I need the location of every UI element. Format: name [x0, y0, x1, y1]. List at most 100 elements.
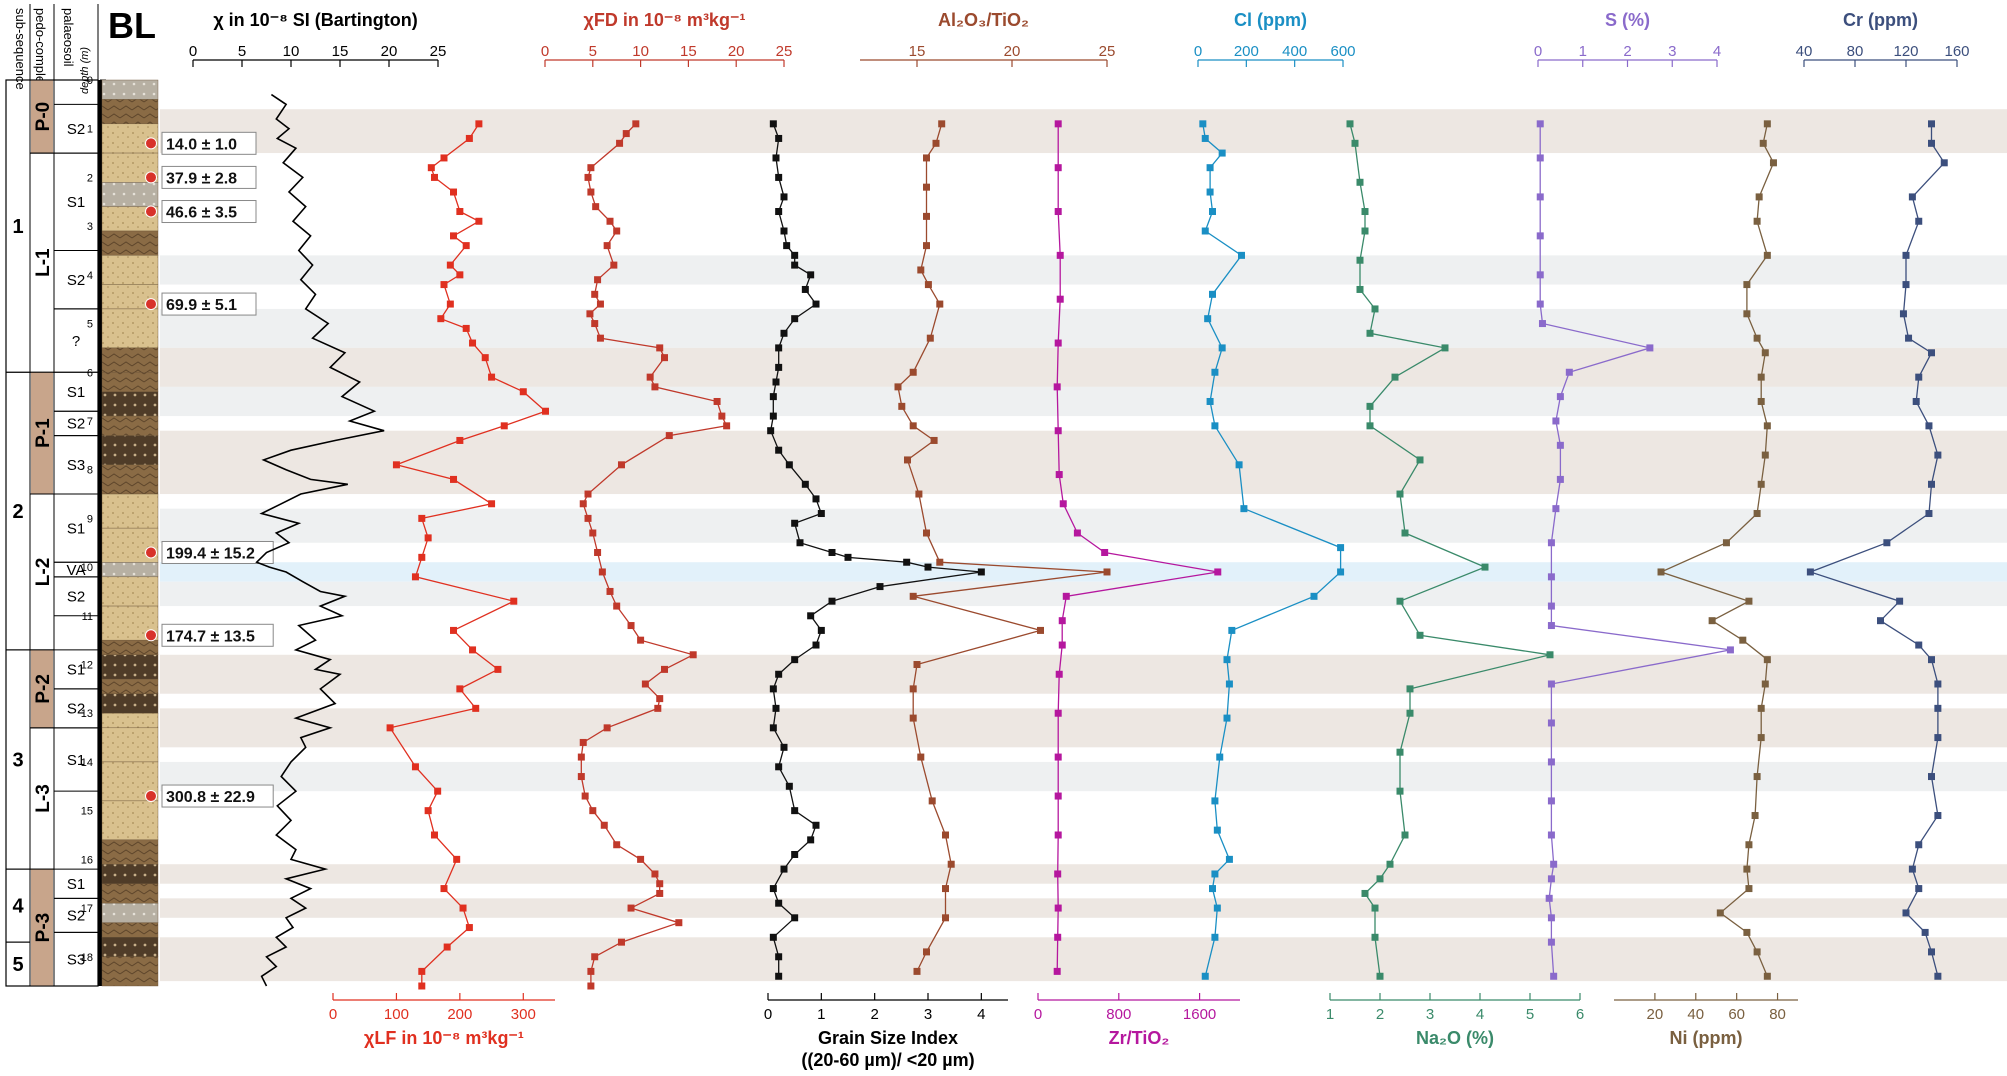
axis-tick-label-grain_size_index: 4 — [977, 1006, 985, 1023]
band-palaeosoil — [160, 898, 2007, 918]
data-point-s_pct — [1552, 417, 1560, 425]
data-point-s_pct — [1547, 875, 1555, 883]
data-point-chi_fd — [637, 855, 645, 863]
axis-tick-label-cr_ppm: 80 — [1847, 43, 1864, 60]
palaeosoil-label: S1 — [67, 520, 85, 537]
data-point-cl_ppm — [1235, 461, 1243, 469]
data-point-ni_ppm — [1743, 928, 1751, 936]
data-point-chi_lf — [440, 281, 448, 289]
age-sample-marker — [145, 790, 157, 803]
band-palaeosoil — [160, 109, 2007, 154]
data-point-na2o — [1356, 178, 1364, 186]
data-point-s_pct — [1545, 894, 1553, 902]
depth-tick-label: 8 — [87, 465, 93, 477]
band-soil — [160, 386, 2007, 417]
axes-layer: 0 5 10 15 20 25χ in 10⁻⁸ SI (Bartington)0 5 10 1… — [189, 10, 1970, 1070]
data-point-al2o3_tio2 — [926, 334, 934, 342]
data-point-chi_lf — [440, 885, 448, 893]
data-point-chi_lf — [459, 904, 467, 912]
data-point-cl_ppm — [1238, 251, 1245, 259]
data-point-al2o3_tio2 — [947, 860, 955, 868]
data-point-ni_ppm — [1716, 909, 1724, 917]
data-point-cr_ppm — [1912, 397, 1920, 405]
palaeosoil-label: S2 — [67, 272, 85, 289]
data-point-grain_size_index — [817, 510, 825, 518]
data-point-s_pct — [1547, 914, 1555, 922]
data-point-na2o — [1391, 373, 1399, 381]
data-point-ni_ppm — [1708, 617, 1716, 625]
palaeosoil-column: S2 S1 S2? S1 S2 S3 S1 VA S2 S1 S2 S1 S1 S2 S3 — [54, 4, 99, 987]
data-point-cr_ppm — [1877, 617, 1884, 625]
data-point-cl_ppm — [1223, 714, 1231, 722]
data-point-cl_ppm — [1223, 656, 1231, 664]
axis-tick-label-chi_bartington: 10 — [283, 43, 300, 60]
data-point-zr_tio2 — [1055, 471, 1063, 479]
data-point-grain_size_index — [780, 743, 788, 751]
subsequence-label: 5 — [12, 954, 23, 976]
axis-tick-label-chi_fd: 25 — [776, 43, 793, 60]
data-point-grain_size_index — [876, 583, 884, 591]
age-label-box — [161, 165, 257, 189]
data-point-cl_ppm — [1204, 315, 1212, 323]
data-point-s_pct — [1547, 602, 1555, 610]
data-point-chi_fd — [622, 130, 630, 138]
data-point-s_pct — [1536, 120, 1544, 128]
data-point-chi_fd — [613, 841, 621, 849]
data-point-chi_fd — [577, 753, 585, 761]
data-point-chi_fd — [632, 120, 640, 128]
palaeosoil-label: S1 — [67, 662, 85, 679]
age-label-box — [161, 540, 274, 564]
data-point-chi_lf — [437, 315, 445, 323]
data-point-chi_lf — [456, 208, 464, 216]
data-point-cl_ppm — [1213, 904, 1221, 912]
depth-tick-label: 10 — [81, 562, 93, 574]
data-point-grain_size_index — [775, 972, 783, 980]
data-point-na2o — [1376, 875, 1384, 883]
data-point-zr_tio2 — [1054, 792, 1062, 800]
data-point-grain_size_index — [796, 539, 804, 547]
data-point-chi_lf — [488, 373, 496, 381]
subsequence-label: 2 — [12, 501, 23, 523]
data-point-na2o — [1371, 933, 1379, 941]
data-point-s_pct — [1550, 972, 1558, 980]
axis-tick-label-chi_fd: 5 — [589, 43, 597, 60]
age-label: 174.7 ± 13.5 — [166, 628, 255, 645]
pedocomplex-label: L-2 — [33, 558, 54, 587]
data-point-na2o — [1396, 597, 1404, 605]
log-layer — [101, 347, 159, 373]
data-point-ni_ppm — [1759, 139, 1767, 147]
data-point-chi_lf — [453, 855, 461, 863]
axis-tick-label-s_pct: 2 — [1623, 43, 1631, 60]
data-point-chi_fd — [606, 587, 614, 595]
data-point-chi_lf — [430, 831, 438, 839]
data-point-chi_lf — [430, 173, 438, 181]
data-point-cr_ppm — [1905, 334, 1913, 342]
data-point-chi_fd — [589, 807, 597, 815]
data-point-chi_fd — [587, 982, 595, 990]
depth-tick-label: 7 — [87, 416, 93, 428]
data-point-cr_ppm — [1928, 948, 1935, 956]
data-point-chi_lf — [418, 982, 426, 990]
data-point-cr_ppm — [1928, 773, 1935, 781]
data-point-na2o — [1401, 529, 1409, 537]
age-label: 199.4 ± 15.2 — [166, 545, 255, 562]
age-sample-marker — [145, 205, 157, 218]
pedocomplex-shading — [31, 869, 53, 986]
data-point-na2o — [1361, 208, 1369, 216]
data-point-cr_ppm — [1934, 972, 1942, 980]
data-point-s_pct — [1550, 860, 1558, 868]
data-point-chi_fd — [641, 680, 649, 688]
data-point-na2o — [1406, 709, 1414, 717]
data-point-chi_fd — [637, 636, 645, 644]
data-point-chi_fd — [594, 548, 602, 556]
axis-tick-label-cl_ppm: 600 — [1330, 43, 1355, 60]
band-palaeosoil — [160, 347, 2007, 387]
depth-tick-label: 9 — [87, 513, 93, 525]
axis-tick-label-chi_bartington: 15 — [332, 43, 349, 60]
data-point-al2o3_tio2 — [924, 281, 932, 289]
data-point-al2o3_tio2 — [923, 948, 930, 956]
pedocomplex-shading — [31, 372, 53, 495]
series-cl_ppm — [1199, 120, 1345, 980]
data-point-grain_size_index — [812, 821, 820, 829]
